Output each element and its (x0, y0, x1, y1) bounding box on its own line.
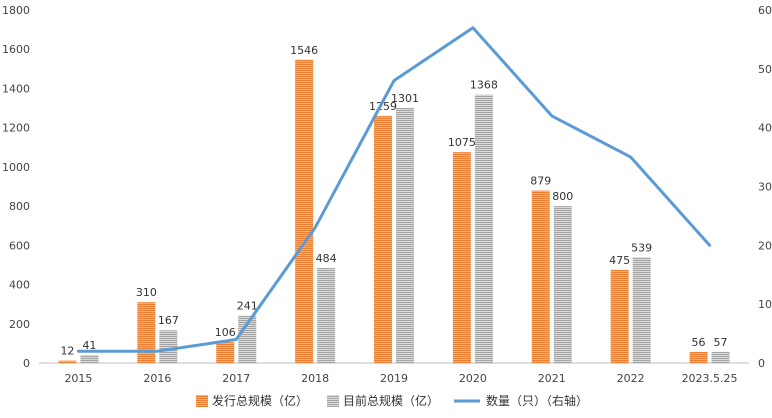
legend-label: 数量（只）（右轴） (486, 393, 588, 408)
bars (58, 59, 730, 364)
bar-current (553, 206, 572, 363)
bar-data-label: 1368 (470, 79, 498, 92)
bar-data-label: 56 (692, 336, 706, 349)
legend: 发行总规模（亿） 目前总规模（亿） 数量（只）（右轴） (196, 393, 588, 408)
x-tick-label: 2019 (380, 372, 408, 385)
legend-swatch (196, 395, 208, 407)
bar-data-label: 106 (215, 326, 236, 339)
bar-data-label: 310 (136, 286, 157, 299)
bar-issued (610, 269, 629, 363)
bar-data-label: 539 (631, 241, 652, 254)
legend-swatch (327, 395, 339, 407)
bar-issued (689, 352, 708, 363)
bar-current (711, 351, 730, 363)
x-tick-label: 2022 (617, 372, 645, 385)
y-right-tick-label: 0 (758, 357, 765, 370)
y-left-tick-label: 1400 (2, 82, 30, 95)
x-tick-label: 2016 (143, 372, 171, 385)
x-tick-label: 2015 (64, 372, 92, 385)
bar-current (238, 315, 257, 363)
y-right-tick-label: 20 (758, 239, 772, 252)
bar-current (159, 330, 178, 363)
y-right-tick-label: 30 (758, 181, 772, 194)
y-left-tick-label: 0 (23, 357, 30, 370)
y-axis-left: 0 200 400 600 800 1000 1200 1400 1600 1800 (2, 4, 30, 370)
x-tick-label: 2023.5.25 (682, 372, 738, 385)
bar-data-label: 57 (714, 336, 728, 349)
x-tick-label: 2018 (301, 372, 329, 385)
bar-issued (137, 302, 156, 363)
bar-issued (295, 59, 314, 363)
y-right-tick-label: 60 (758, 4, 772, 17)
bar-current (317, 268, 336, 363)
bar-current (396, 107, 414, 364)
y-left-tick-label: 1200 (2, 122, 30, 135)
bar-current (80, 354, 99, 363)
y-right-tick-label: 10 (758, 298, 772, 311)
y-right-tick-label: 50 (758, 63, 772, 76)
bar-issued (531, 190, 550, 363)
bar-data-label: 12 (60, 345, 74, 358)
x-tick-label: 2021 (538, 372, 566, 385)
y-left-tick-label: 800 (9, 200, 30, 213)
x-tick-label: 2017 (222, 372, 250, 385)
y-right-tick-label: 40 (758, 122, 772, 135)
legend-label: 目前总规模（亿） (343, 393, 439, 408)
x-axis: 2015 2016 2017 2018 2019 2020 2021 2022 2023.5.2… (64, 372, 737, 385)
bar-data-label: 484 (316, 252, 337, 265)
bar-data-label: 241 (237, 300, 258, 313)
bar-current (632, 257, 651, 363)
bar-issued (58, 360, 77, 363)
bar-data-label: 475 (609, 254, 630, 267)
bar-issued (452, 152, 471, 363)
y-left-tick-label: 1800 (2, 4, 30, 17)
y-left-tick-label: 200 (9, 318, 30, 331)
bar-data-label: 167 (158, 314, 179, 327)
bar-data-label: 1546 (290, 44, 318, 57)
bar-data-label: 1259 (369, 100, 397, 113)
y-left-tick-label: 600 (9, 239, 30, 252)
bar-data-label: 41 (82, 339, 96, 352)
bar-issued (374, 116, 392, 364)
legend-label: 发行总规模（亿） (212, 393, 308, 408)
series-line-count (76, 26, 712, 353)
y-left-tick-label: 400 (9, 279, 30, 292)
y-left-tick-label: 1000 (2, 161, 30, 174)
bar-data-label: 1075 (448, 136, 476, 149)
bar-data-label: 1301 (391, 92, 419, 105)
y-left-tick-label: 1600 (2, 43, 30, 56)
bar-data-label: 879 (530, 175, 551, 188)
bar-data-label: 800 (552, 190, 573, 203)
bar-current (474, 94, 493, 363)
y-axis-right: 0 10 20 30 40 50 60 (758, 4, 772, 370)
x-tick-label: 2020 (459, 372, 487, 385)
bar-issued (216, 342, 235, 363)
